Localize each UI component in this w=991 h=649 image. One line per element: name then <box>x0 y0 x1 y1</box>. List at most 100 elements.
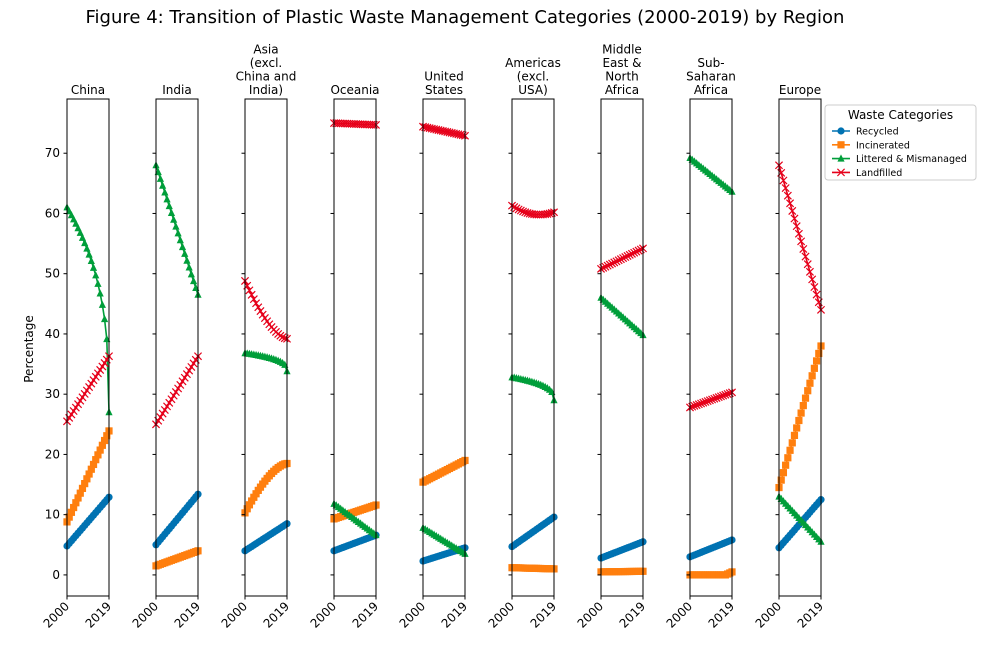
data-point <box>85 470 93 478</box>
data-point <box>521 208 530 217</box>
data-point <box>158 409 167 418</box>
data-point <box>621 253 630 262</box>
panel-title: Oceania <box>330 83 379 97</box>
data-point <box>178 242 187 251</box>
data-point <box>714 393 723 402</box>
x-tick-label: 2019 <box>261 599 292 630</box>
data-point <box>81 238 89 247</box>
series-incinerated <box>775 342 825 492</box>
data-point <box>516 206 525 215</box>
panel-frame <box>422 98 466 597</box>
panel-frame <box>600 98 644 597</box>
data-point <box>96 289 104 297</box>
data-point <box>76 228 84 236</box>
data-point <box>701 397 710 406</box>
data-point <box>169 391 178 400</box>
data-point <box>172 222 180 230</box>
data-point <box>601 262 610 271</box>
series-littered-mismanaged <box>508 373 558 404</box>
data-point <box>176 236 184 244</box>
series-littered-mismanaged <box>686 153 736 195</box>
data-point <box>512 204 521 213</box>
data-point <box>187 270 195 278</box>
legend-marker <box>837 154 845 162</box>
series-incinerated <box>508 564 558 573</box>
data-point <box>519 207 528 216</box>
data-point <box>156 413 165 422</box>
series-incinerated <box>241 459 291 517</box>
legend-marker <box>837 141 845 149</box>
data-point <box>703 397 712 406</box>
panel-frame <box>333 98 377 597</box>
x-tick-label: 2000 <box>308 599 339 630</box>
data-point <box>610 258 619 267</box>
panel-china: China 0 10 20 30 40 50 60 70 2000 2019 <box>41 83 114 631</box>
data-point <box>777 476 785 484</box>
x-tick-label: 2019 <box>83 599 114 630</box>
data-point <box>694 400 703 409</box>
data-point <box>612 257 621 266</box>
data-point <box>87 256 95 264</box>
data-point <box>278 333 287 342</box>
legend-marker <box>837 127 845 135</box>
data-point <box>790 431 799 440</box>
x-tick-label: 2019 <box>350 599 381 630</box>
data-point <box>243 505 251 513</box>
series-recycled <box>686 536 736 561</box>
data-point <box>808 372 816 380</box>
x-tick-label: 2019 <box>706 599 737 630</box>
data-point <box>156 174 165 182</box>
data-point <box>185 263 193 271</box>
x-tick-label: 2000 <box>397 599 428 630</box>
data-point <box>708 395 717 404</box>
data-point <box>603 261 612 270</box>
panel-frame <box>689 98 733 597</box>
data-point <box>630 248 639 257</box>
panel-title: India <box>162 83 191 97</box>
data-point <box>793 424 801 432</box>
y-tick-label: 50 <box>45 267 60 281</box>
data-point <box>616 255 625 264</box>
series-recycled <box>152 490 202 549</box>
data-point <box>74 494 82 502</box>
x-tick-label: 2019 <box>439 599 470 630</box>
data-point <box>103 432 111 440</box>
series-recycled <box>63 493 113 550</box>
series-landfilled <box>774 161 826 314</box>
data-point <box>83 244 91 252</box>
data-point <box>256 307 265 316</box>
data-point <box>794 229 803 238</box>
data-point <box>786 199 795 208</box>
y-tick-label: 0 <box>52 568 60 582</box>
x-tick-label: 2019 <box>795 599 826 630</box>
data-point <box>165 201 173 210</box>
panel-india: India 2000 2019 <box>130 83 203 631</box>
series-line <box>244 280 288 340</box>
chart-panels: China 0 10 20 30 40 50 60 70 2000 2019 India 2000 201… <box>41 43 826 631</box>
x-tick-label: 2019 <box>617 599 648 630</box>
y-tick-label: 40 <box>45 327 60 341</box>
series-landfilled <box>240 276 292 343</box>
data-point <box>812 357 821 365</box>
panel-europe: Europe 2000 2019 <box>753 83 826 631</box>
legend-box <box>824 104 977 181</box>
data-point <box>792 222 801 231</box>
y-axis-label: Percentage <box>22 315 36 383</box>
series-incinerated <box>686 568 736 579</box>
panel-title: Europe <box>779 83 821 97</box>
data-point <box>78 233 87 241</box>
y-tick-label: 30 <box>45 387 60 401</box>
data-point <box>81 480 89 488</box>
series-littered-mismanaged <box>63 203 113 416</box>
panel-united-states: United States 2000 2019 <box>397 70 470 631</box>
panel-title: Sub-Saharan Africa <box>686 56 736 97</box>
data-point <box>779 176 788 185</box>
data-point <box>72 499 80 507</box>
data-point <box>189 276 198 285</box>
data-point <box>632 247 641 256</box>
series-landfilled <box>596 244 648 273</box>
data-point <box>187 362 196 372</box>
panel-frame <box>155 98 199 597</box>
data-point <box>165 398 174 407</box>
